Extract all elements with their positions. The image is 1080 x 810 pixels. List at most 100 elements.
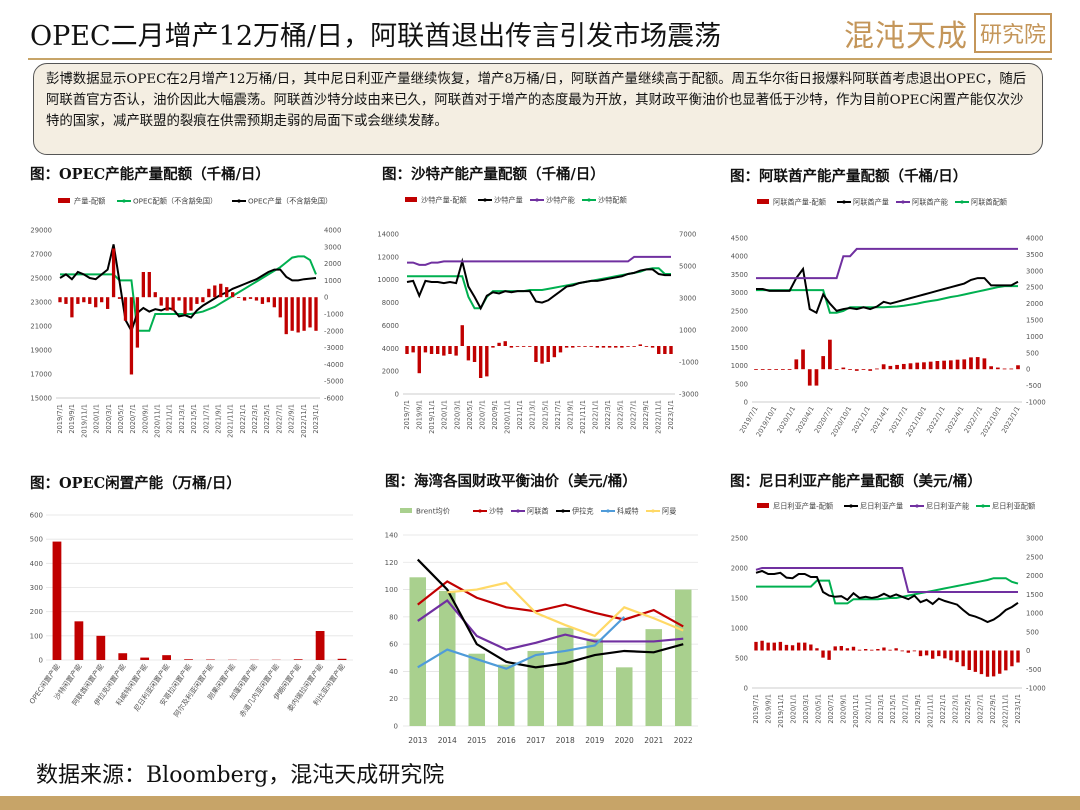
chart-uae: 0 500 1000 1500 2000 2500 3000 3500 4000 4500 -100… bbox=[731, 198, 1046, 439]
svg-uae-ytick-left-9: 4500 bbox=[731, 235, 748, 243]
svg-uae-bar-19 bbox=[881, 364, 886, 370]
svg-nigeria-bar-11 bbox=[821, 650, 825, 658]
svg-uae-bar-36 bbox=[995, 367, 1000, 370]
svg-saudi-bar-1 bbox=[411, 346, 415, 353]
svg-nigeria-bar-28 bbox=[924, 650, 929, 656]
spare-bar-12 bbox=[315, 631, 325, 660]
breakeven-xtick-1: 2014 bbox=[438, 736, 457, 745]
svg-nigeria-bar-21 bbox=[882, 647, 886, 651]
svg-saudi-bar-6 bbox=[442, 346, 446, 356]
svg-nigeria-xtick-13: 2021/9/1 bbox=[914, 694, 922, 724]
svg-opec-ytick-right-8: 2000 bbox=[324, 260, 341, 268]
svg-saudi-legend-label-3: 沙特配额 bbox=[598, 196, 627, 205]
svg-nigeria-ytick-right-7: 2500 bbox=[1026, 553, 1043, 561]
svg-uae-ytick-right-3: 500 bbox=[1026, 349, 1039, 357]
svg-saudi-legend-swatch-0 bbox=[405, 197, 417, 202]
svg-saudi-bar-31 bbox=[595, 346, 600, 348]
svg-saudi-bar-10 bbox=[466, 346, 471, 361]
svg-nigeria-ytick-left-3: 1500 bbox=[731, 595, 748, 603]
spare-bar-5 bbox=[162, 655, 171, 660]
svg-nigeria-ytick-right-3: 500 bbox=[1026, 628, 1039, 636]
svg-saudi-ytick-left-6: 12000 bbox=[377, 253, 399, 261]
svg-uae-ytick-right-7: 2500 bbox=[1026, 284, 1043, 292]
svg-saudi-bar-15 bbox=[497, 342, 501, 346]
svg-saudi-bar-25 bbox=[558, 346, 563, 353]
svg-opec-ytick-left-6: 27000 bbox=[30, 251, 52, 259]
breakeven-xtick-7: 2020 bbox=[615, 736, 634, 745]
svg-saudi-line-2 bbox=[407, 255, 671, 266]
spare-ytick-3: 300 bbox=[30, 584, 43, 592]
svg-opec-bar-22 bbox=[189, 297, 193, 311]
svg-nigeria-ytick-left-2: 1000 bbox=[731, 625, 748, 633]
svg-uae-ytick-left-2: 1000 bbox=[731, 362, 748, 370]
svg-opec-bar-18 bbox=[165, 297, 169, 311]
svg-nigeria-xtick-16: 2022/3/1 bbox=[952, 694, 960, 724]
svg-nigeria-xtick-6: 2020/7/1 bbox=[827, 694, 835, 724]
svg-uae-legend-label-3: 阿联酋配额 bbox=[971, 198, 1007, 207]
breakeven-ytick-2: 40 bbox=[389, 668, 398, 676]
svg-saudi-ytick-left-1: 2000 bbox=[382, 368, 399, 376]
svg-opec-bar-35 bbox=[266, 297, 271, 303]
svg-uae-bar-9 bbox=[814, 369, 819, 386]
svg-saudi-xtick-8: 2020/11/1 bbox=[504, 400, 512, 434]
breakeven-bar-7 bbox=[615, 667, 633, 726]
svg-opec-bar-34 bbox=[260, 297, 265, 304]
breakeven-line-4 bbox=[417, 616, 626, 670]
svg-uae-bar-28 bbox=[942, 360, 946, 370]
spare-bar-0 bbox=[52, 541, 62, 660]
svg-opec-ytick-right-5: -1000 bbox=[324, 311, 344, 319]
svg-opec-xtick-12: 2021/7/1 bbox=[202, 404, 210, 434]
breakeven-xtick-2: 2015 bbox=[467, 736, 486, 745]
svg-opec-xtick-15: 2022/1/1 bbox=[239, 404, 247, 434]
svg-saudi-bar-30 bbox=[589, 346, 593, 347]
svg-nigeria-bar-27 bbox=[918, 650, 923, 657]
svg-uae-ytick-left-7: 3500 bbox=[731, 271, 748, 279]
svg-uae-bar-5 bbox=[787, 369, 792, 370]
svg-opec-xtick-2: 2019/11/1 bbox=[80, 404, 88, 438]
chart-breakeven: 0 20 40 60 80 100 120 140 Brent均价 沙特 阿联酋 伊拉克 科威特 阿曼 20… bbox=[385, 507, 698, 745]
svg-nigeria-bar-31 bbox=[943, 650, 947, 659]
svg-opec-bar-29 bbox=[231, 292, 235, 298]
breakeven-xtick-0: 2013 bbox=[408, 736, 427, 745]
svg-uae-bar-2 bbox=[767, 369, 772, 370]
svg-nigeria-xtick-10: 2021/3/1 bbox=[877, 694, 885, 724]
spare-ytick-6: 600 bbox=[30, 512, 43, 520]
svg-opec-bar-12 bbox=[129, 297, 134, 375]
breakeven-legend-label-2: 阿联酋 bbox=[527, 507, 549, 516]
svg-nigeria-xtick-15: 2022/1/1 bbox=[939, 694, 947, 724]
svg-nigeria-xtick-12: 2021/7/1 bbox=[902, 694, 910, 724]
svg-saudi-line-1 bbox=[406, 257, 671, 311]
svg-saudi-xtick-1: 2019/9/1 bbox=[416, 400, 424, 430]
svg-saudi-xtick-17: 2022/5/1 bbox=[617, 400, 625, 430]
svg-nigeria-line-1 bbox=[755, 569, 1019, 624]
svg-uae-ytick-left-3: 1500 bbox=[731, 344, 748, 352]
spare-bar-13 bbox=[337, 658, 347, 660]
breakeven-bar-1 bbox=[438, 590, 456, 726]
svg-nigeria-bar-29 bbox=[931, 650, 935, 659]
svg-nigeria-xtick-14: 2021/11/1 bbox=[927, 694, 935, 728]
svg-nigeria-ytick-right-8: 3000 bbox=[1026, 535, 1043, 543]
svg-opec-xtick-9: 2021/1/1 bbox=[166, 404, 174, 434]
svg-nigeria-legend-label-2: 尼日利亚产能 bbox=[926, 502, 969, 511]
breakeven-ytick-5: 100 bbox=[385, 586, 398, 594]
breakeven-xtick-5: 2018 bbox=[556, 736, 575, 745]
svg-uae-bar-25 bbox=[922, 362, 926, 370]
svg-nigeria-xtick-5: 2020/5/1 bbox=[814, 694, 822, 724]
svg-opec-legend-label-2: OPEC产量（不含豁免国） bbox=[248, 197, 332, 206]
svg-saudi-ytick-right-4: 5000 bbox=[679, 263, 696, 271]
svg-opec-xtick-4: 2020/3/1 bbox=[105, 404, 113, 434]
svg-uae-legend-label-2: 阿联酋产能 bbox=[912, 198, 948, 207]
svg-uae-legend-label-1: 阿联酋产量 bbox=[853, 198, 889, 207]
spare-xtick-10: 赤道几内亚闲置产能 bbox=[237, 662, 281, 719]
svg-nigeria-bar-24 bbox=[900, 650, 904, 652]
svg-opec-bar-7 bbox=[100, 297, 104, 303]
svg-uae-line-2 bbox=[756, 247, 1018, 280]
svg-opec-xtick-8: 2020/11/1 bbox=[154, 404, 162, 438]
svg-opec-bar-42 bbox=[308, 297, 312, 328]
svg-opec-bar-39 bbox=[290, 297, 294, 331]
svg-opec-xtick-11: 2021/5/1 bbox=[190, 404, 198, 434]
spare-ytick-2: 200 bbox=[30, 608, 43, 616]
svg-opec-ytick-right-3: -3000 bbox=[324, 344, 344, 352]
svg-opec-xtick-18: 2022/7/1 bbox=[275, 404, 283, 434]
svg-saudi-xtick-0: 2019/7/1 bbox=[403, 400, 411, 430]
